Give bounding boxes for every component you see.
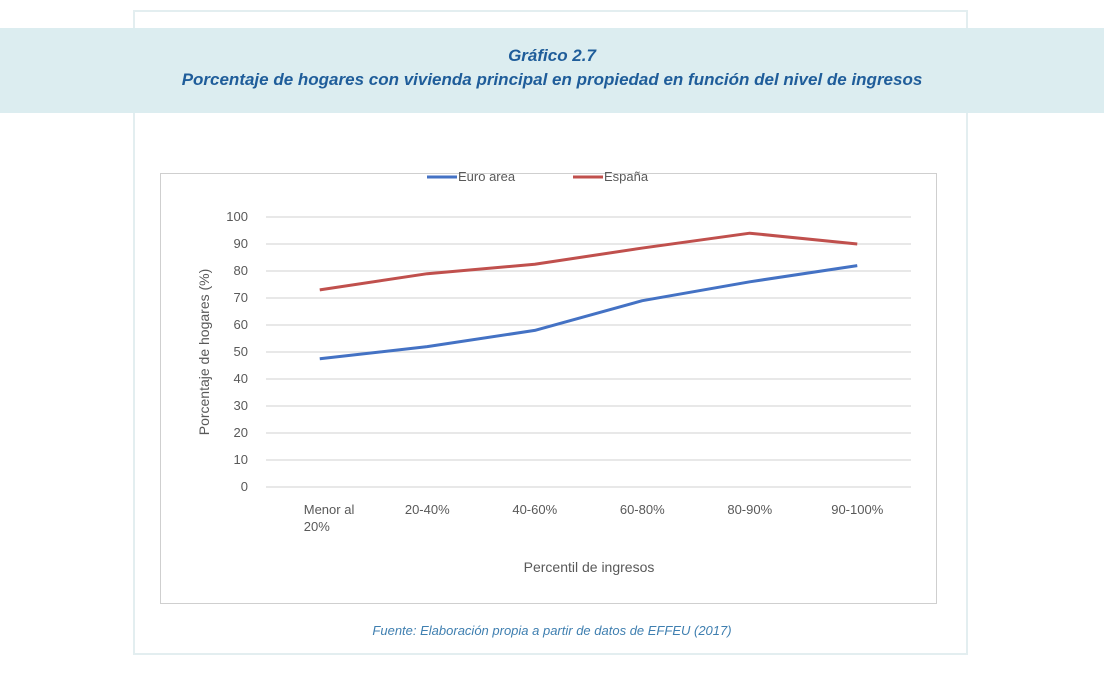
y-tick-label: 40: [234, 371, 248, 386]
x-tick-label: 40-60%: [512, 502, 557, 517]
y-tick-label: 20: [234, 425, 248, 440]
y-tick-label: 90: [234, 236, 248, 251]
y-tick-label: 10: [234, 452, 248, 467]
y-tick-label: 50: [234, 344, 248, 359]
chart-area: [160, 173, 937, 604]
x-tick-label: 90-100%: [831, 502, 883, 517]
y-axis-label: Porcentaje de hogares (%): [196, 269, 212, 436]
figure-number: Gráfico 2.7: [508, 46, 596, 65]
x-tick-label: 20-40%: [405, 502, 450, 517]
figure-header: Gráfico 2.7 Porcentaje de hogares con vi…: [0, 28, 1104, 113]
figure-title: Porcentaje de hogares con vivienda princ…: [181, 70, 923, 89]
y-tick-label: 80: [234, 263, 248, 278]
y-tick-label: 0: [241, 479, 248, 494]
legend-label: España: [604, 169, 649, 184]
x-tick-label: 80-90%: [727, 502, 772, 517]
series-line-espana: [319, 231, 858, 292]
x-axis-label: Percentil de ingresos: [524, 559, 655, 575]
source-note: Fuente: Elaboración propia a partir de d…: [372, 623, 732, 638]
y-tick-label: 100: [226, 209, 248, 224]
series-line-euro-area: [319, 264, 858, 361]
figure-frame: [133, 10, 968, 655]
x-tick-label: 60-80%: [620, 502, 665, 517]
y-tick-label: 60: [234, 317, 248, 332]
x-tick-label: Menor al 20%: [304, 502, 355, 534]
y-tick-label: 30: [234, 398, 248, 413]
legend-label: Euro area: [458, 169, 516, 184]
y-tick-label: 70: [234, 290, 248, 305]
